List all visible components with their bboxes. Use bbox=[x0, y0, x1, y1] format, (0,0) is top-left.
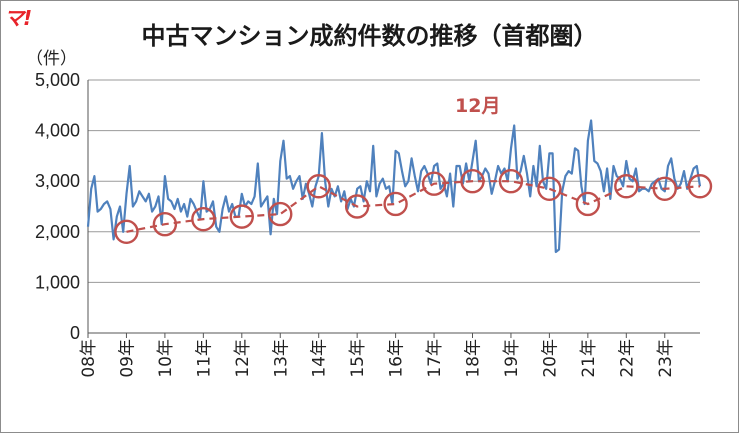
y-tick-label: 1,000 bbox=[35, 272, 80, 292]
december-point bbox=[268, 201, 293, 227]
december-point bbox=[537, 176, 562, 201]
x-tick-label: 21年 bbox=[579, 339, 599, 378]
x-tick-label: 12年 bbox=[233, 339, 253, 378]
december-point bbox=[421, 171, 447, 196]
monthly-series bbox=[86, 119, 702, 254]
x-tick-label: 18年 bbox=[464, 339, 484, 378]
december-point bbox=[152, 212, 178, 237]
x-tick-label: 16年 bbox=[387, 339, 407, 378]
x-tick-label: 14年 bbox=[310, 339, 330, 378]
december-point bbox=[614, 174, 639, 199]
gridlines bbox=[88, 79, 700, 283]
december-annotation: 12月 bbox=[455, 95, 500, 117]
december-point bbox=[460, 168, 485, 194]
december-point bbox=[575, 191, 601, 217]
monthly-line bbox=[86, 119, 702, 254]
december-point bbox=[344, 194, 370, 219]
site-logo: マ! bbox=[4, 6, 32, 30]
x-tick-label: 15年 bbox=[348, 339, 368, 378]
x-tick-label: 08年 bbox=[79, 339, 99, 378]
x-axis-ticks: 08年 09年 10年 11年 12年 13年 14年 15年 16年 17年 18年 19年 20年 2… bbox=[79, 339, 676, 378]
y-tick-label: 2,000 bbox=[35, 222, 80, 242]
x-tick-label: 13年 bbox=[271, 339, 291, 378]
x-tick-label: 22年 bbox=[617, 339, 637, 378]
y-tick-label: 5,000 bbox=[35, 70, 80, 90]
y-axis-ticks: 0 1,000 2,000 3,000 4,000 5,000 bbox=[35, 70, 80, 343]
x-tick-label: 20年 bbox=[540, 339, 560, 378]
x-tick-label: 09年 bbox=[117, 339, 137, 378]
x-tick-label: 19年 bbox=[502, 339, 522, 378]
december-point bbox=[687, 174, 713, 199]
y-tick-label: 0 bbox=[70, 323, 80, 343]
y-tick-label: 4,000 bbox=[35, 121, 80, 141]
december-point bbox=[498, 168, 524, 194]
y-axis-unit-label: （件） bbox=[26, 49, 77, 69]
december-trend-line bbox=[126, 180, 701, 233]
chart-title: 中古マンション成約件数の推移（首都圏） bbox=[141, 22, 598, 50]
december-point bbox=[114, 219, 139, 245]
x-tick-label: 10年 bbox=[156, 339, 176, 378]
december-point bbox=[383, 191, 408, 217]
december-point bbox=[306, 174, 331, 199]
december-point bbox=[191, 206, 216, 232]
x-tick-label: 17年 bbox=[425, 339, 445, 378]
axes bbox=[87, 80, 700, 338]
december-series bbox=[114, 168, 713, 245]
x-tick-label: 23年 bbox=[656, 339, 676, 378]
december-point bbox=[652, 176, 677, 201]
december-point bbox=[229, 204, 255, 229]
y-tick-label: 3,000 bbox=[35, 171, 80, 191]
x-tick-label: 11年 bbox=[194, 339, 214, 378]
